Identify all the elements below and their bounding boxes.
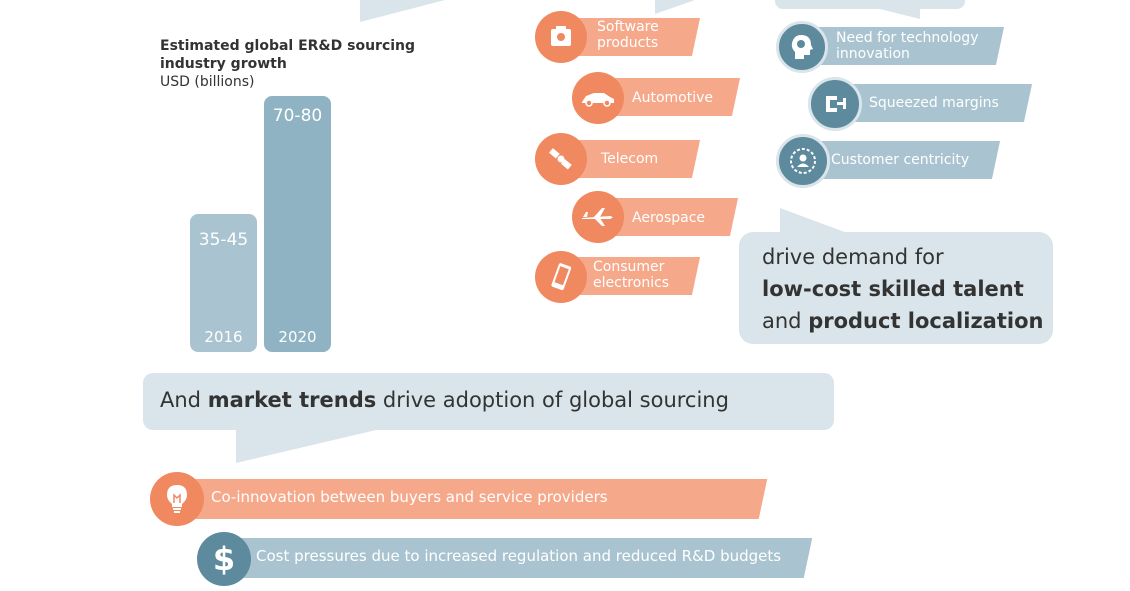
market-trends-text: And market trends drive adoption of glob… <box>160 384 729 416</box>
airplane-icon <box>572 191 624 243</box>
demand-bubble <box>739 232 1053 344</box>
market-trends-suffix: drive adoption of global sourcing <box>382 388 729 412</box>
bar-value-label: 35-45 <box>198 230 249 250</box>
satellite-icon <box>535 133 587 185</box>
demand-line-3: and product localization <box>762 305 1043 337</box>
demand-bubble-tail <box>780 208 850 234</box>
chart-title: Estimated global ER&D sourcing industry … <box>160 38 416 72</box>
customer-target-icon <box>776 134 830 188</box>
bar-category-label: 2020 <box>278 328 317 346</box>
trend-label-co-innovation: Co-innovation between buyers and service… <box>211 488 608 506</box>
software-box-icon <box>535 11 587 63</box>
dollar-glyph: $ <box>212 540 236 578</box>
driver-label-technology: Need for technology innovation <box>836 30 979 62</box>
bar-2016: 35-45 2016 <box>190 214 257 352</box>
demand-line-2: low-cost skilled talent <box>762 277 1024 301</box>
top-bubble-tail-right <box>880 9 920 19</box>
industry-label-automotive: Automotive <box>632 90 713 106</box>
smartphone-icon <box>535 251 587 303</box>
market-trends-prefix: And <box>160 388 202 412</box>
market-trends-bubble <box>143 373 834 430</box>
dollar-icon: $ <box>197 532 251 586</box>
demand-line-1: drive demand for <box>762 245 944 269</box>
industry-label-aerospace: Aerospace <box>632 210 706 226</box>
car-icon <box>572 72 624 124</box>
demand-line-3-bold: product localization <box>808 309 1044 333</box>
demand-line-3-prefix: and <box>762 309 802 333</box>
market-trends-bubble-tail <box>236 430 376 463</box>
bar-value-label: 70-80 <box>272 106 323 126</box>
bar-2020: 70-80 2020 <box>264 96 331 352</box>
industry-label-consumer-electronics: Consumer electronics <box>593 259 670 291</box>
market-trends-bold: market trends <box>207 388 377 412</box>
driver-label-customer: Customer centricity <box>831 152 970 168</box>
industry-label-telecom: Telecom <box>601 151 659 167</box>
lightbulb-icon <box>150 472 204 526</box>
top-bubble-right-remnant <box>775 0 965 9</box>
clamp-icon <box>808 77 862 131</box>
demand-bubble-text: drive demand for low-cost skilled talent… <box>762 241 1043 337</box>
trend-label-cost-pressures: Cost pressures due to increased regulati… <box>256 547 782 565</box>
head-lightbulb-icon <box>776 21 828 73</box>
top-bubble-tail-left <box>360 0 445 22</box>
driver-label-margins: Squeezed margins <box>869 95 999 111</box>
top-bubble-tail-middle <box>655 0 695 14</box>
chart-unit: USD (billions) <box>160 74 255 90</box>
industry-label-software: Software products <box>597 19 659 51</box>
bar-category-label: 2016 <box>204 328 243 346</box>
